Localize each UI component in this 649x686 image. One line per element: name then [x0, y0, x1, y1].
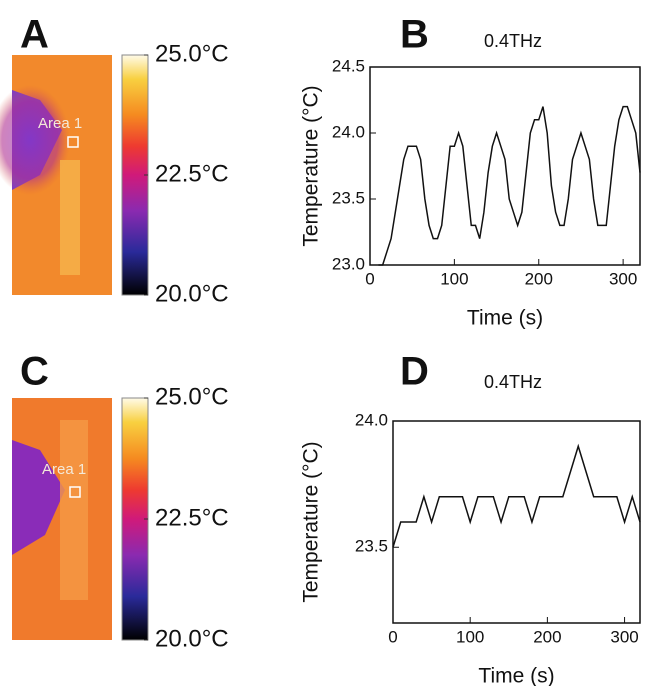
x-tick-label: 100	[456, 627, 484, 646]
thermal-image	[0, 55, 112, 295]
x-tick-label: 300	[610, 627, 638, 646]
x-axis-label: Time (s)	[467, 307, 543, 330]
x-tick-label: 100	[440, 269, 468, 288]
x-tick-label: 0	[388, 627, 397, 646]
y-tick-label: 23.5	[355, 537, 388, 556]
colorbar	[121, 397, 149, 641]
y-tick-label: 24.0	[332, 122, 365, 141]
chart-title: 0.4THz	[484, 372, 542, 392]
colorbar-label: 25.0°C	[155, 40, 229, 67]
y-axis-label: Temperature (°C)	[300, 85, 323, 246]
thermal-image	[12, 398, 112, 640]
x-tick-label: 200	[533, 627, 561, 646]
colorbar-label: 20.0°C	[155, 280, 229, 307]
plot-frame	[392, 420, 641, 624]
area-label: Area 1	[42, 461, 86, 478]
area-label: Area 1	[38, 115, 82, 132]
colorbar-label: 20.0°C	[155, 625, 229, 652]
x-tick-label: 200	[525, 269, 553, 288]
colorbar-label: 22.5°C	[155, 160, 229, 187]
colorbar	[121, 54, 149, 296]
data-line	[378, 105, 641, 266]
y-tick-label: 23.0	[332, 254, 365, 273]
colorbar-label: 22.5°C	[155, 504, 229, 531]
panel-letter: C	[20, 350, 49, 394]
panel-letter: A	[20, 13, 49, 57]
y-axis-label: Temperature (°C)	[300, 441, 323, 602]
y-tick-label: 24.5	[332, 56, 365, 75]
panel-letter: D	[400, 350, 429, 394]
panel-letter: B	[400, 13, 429, 57]
y-tick-label: 23.5	[332, 188, 365, 207]
chart-title: 0.4THz	[484, 31, 542, 51]
data-line	[392, 443, 641, 548]
x-axis-label: Time (s)	[478, 665, 554, 686]
colorbar-label: 25.0°C	[155, 383, 229, 410]
y-tick-label: 24.0	[355, 410, 388, 429]
x-tick-label: 0	[365, 269, 374, 288]
x-tick-label: 300	[609, 269, 637, 288]
